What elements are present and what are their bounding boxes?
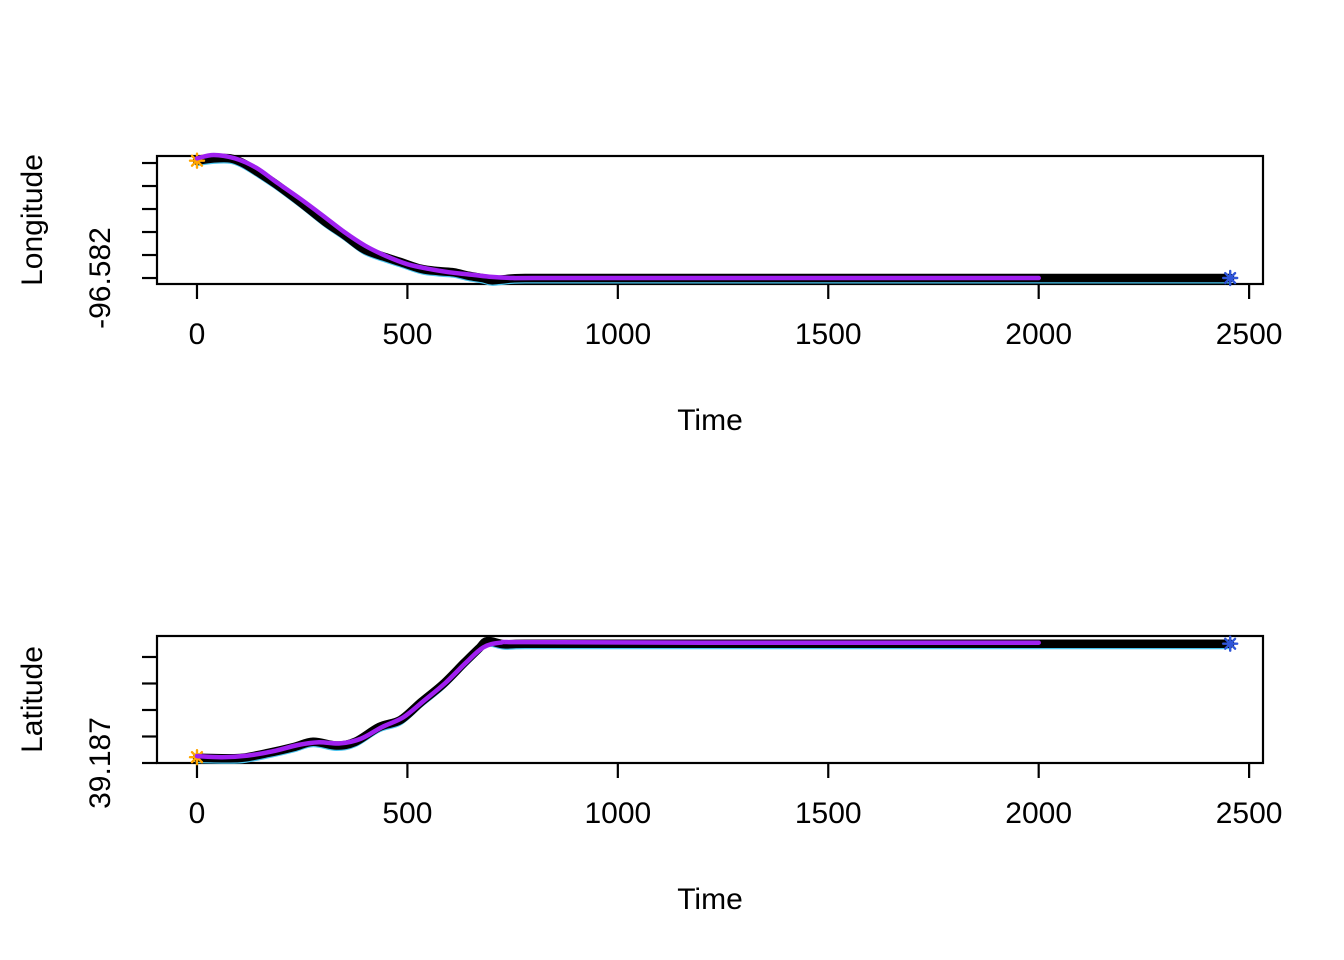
plot-box [155, 154, 1265, 286]
x-tick-label: 1500 [795, 318, 862, 351]
plot-box [155, 634, 1265, 765]
x-axis-title: Time [677, 404, 743, 437]
observed-track [192, 153, 1235, 285]
x-tick-label: 2000 [1005, 318, 1072, 351]
y-axis-title: Longitude [16, 154, 49, 286]
y-axis-title: Latitude [16, 646, 49, 753]
x-tick-label: 2500 [1216, 797, 1283, 830]
y-tick-label: 39.187 [84, 717, 117, 809]
x-tick-label: 1500 [795, 797, 862, 830]
x-tick-label: 500 [382, 797, 432, 830]
end-asterisk-marker [1221, 635, 1239, 652]
smoothed-track [194, 639, 1041, 760]
x-tick-label: 1000 [584, 318, 651, 351]
x-tick-label: 2500 [1216, 318, 1283, 351]
raw-gps-underlay [195, 160, 1232, 286]
x-axis-title: Time [677, 883, 743, 916]
smoothed-track [194, 152, 1041, 281]
y-tick-label: -96.582 [84, 227, 117, 329]
chart-panel-longitude-vs-time: 0 500 1000 1500 2000 2500 -96.582 Time Longitude [16, 152, 1283, 437]
x-tick-label: 500 [382, 318, 432, 351]
x-tick-label: 0 [189, 318, 206, 351]
x-tick-label: 2000 [1005, 797, 1072, 830]
end-asterisk-marker [1221, 269, 1239, 287]
x-tick-label: 1000 [584, 797, 651, 830]
x-tick-label: 0 [189, 797, 206, 830]
chart-panel-latitude-vs-time: 0 500 1000 1500 2000 2500 39.187 Time Latitude [16, 634, 1283, 916]
